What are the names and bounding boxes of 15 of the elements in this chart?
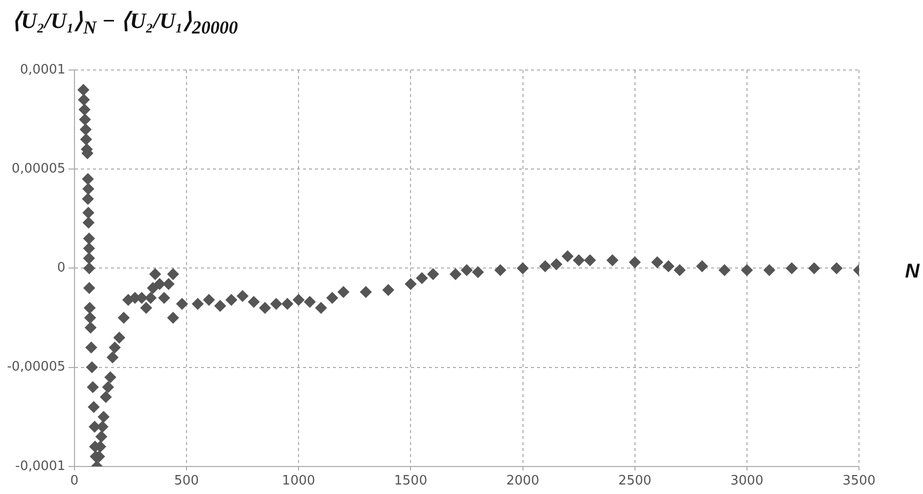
- x-tick-label: 1500: [394, 474, 428, 489]
- y-tick-label: -0,0001: [15, 458, 66, 474]
- x-tick-label: 3500: [842, 474, 876, 489]
- x-tick-label: 2000: [506, 474, 540, 489]
- x-axis-title: N: [905, 260, 920, 283]
- y-tick-label: 0,0001: [20, 62, 66, 78]
- x-tick-label: 1000: [282, 474, 316, 489]
- x-tick-label: 0: [70, 474, 79, 489]
- x-tick-label: 500: [174, 474, 199, 489]
- x-tick-label: 2500: [618, 474, 652, 489]
- y-tick-label: -0,00005: [6, 360, 66, 375]
- y-axis-title: ⟨U₂/U₁⟩$_{N}$ − ⟨U₂/U₁⟩$_{20000}$: [12, 8, 238, 38]
- y-tick-label: 0: [57, 260, 66, 276]
- y-tick-label: 0,00005: [12, 161, 66, 176]
- x-tick-label: 3000: [730, 474, 764, 489]
